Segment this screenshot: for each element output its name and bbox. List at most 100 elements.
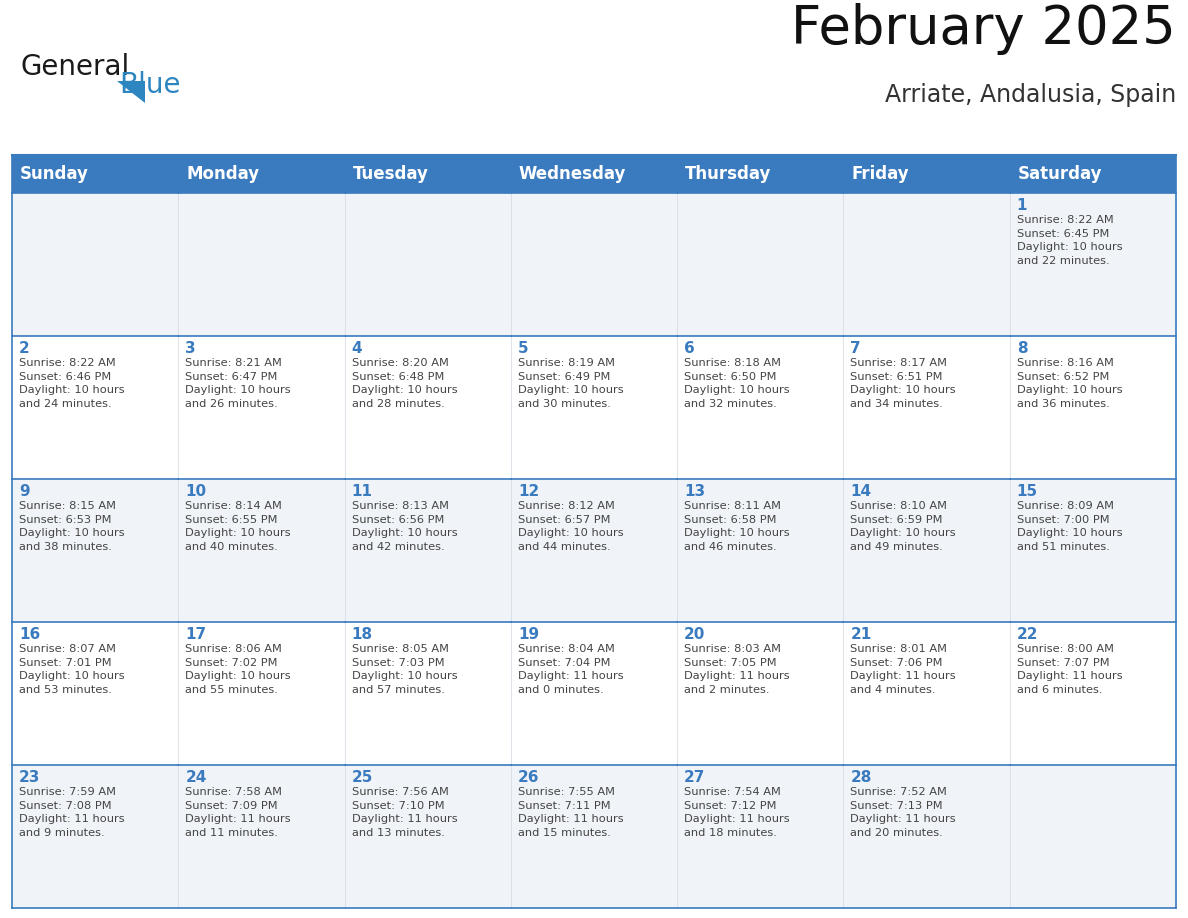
Text: February 2025: February 2025 [791, 3, 1176, 55]
Bar [843, 622, 1010, 765]
Text: Friday: Friday [852, 165, 909, 183]
Text: 9: 9 [19, 484, 30, 499]
Text: Sunrise: 8:21 AM
Sunset: 6:47 PM
Daylight: 10 hours
and 26 minutes.: Sunrise: 8:21 AM Sunset: 6:47 PM Dayligh… [185, 358, 291, 409]
Bar [178, 336, 345, 479]
Text: 24: 24 [185, 770, 207, 785]
Text: 10: 10 [185, 484, 207, 499]
Bar [345, 622, 511, 765]
Text: Sunrise: 7:54 AM
Sunset: 7:12 PM
Daylight: 11 hours
and 18 minutes.: Sunrise: 7:54 AM Sunset: 7:12 PM Dayligh… [684, 787, 790, 838]
Text: Sunrise: 8:18 AM
Sunset: 6:50 PM
Daylight: 10 hours
and 32 minutes.: Sunrise: 8:18 AM Sunset: 6:50 PM Dayligh… [684, 358, 790, 409]
Bar [677, 765, 843, 908]
Bar [12, 622, 178, 765]
Text: Sunday: Sunday [20, 165, 89, 183]
Text: General: General [20, 53, 129, 81]
Text: 12: 12 [518, 484, 539, 499]
Text: 3: 3 [185, 341, 196, 356]
Bar [345, 765, 511, 908]
Bar [1010, 193, 1176, 336]
Bar [12, 193, 178, 336]
Text: 13: 13 [684, 484, 706, 499]
Bar [511, 155, 677, 193]
Bar [12, 479, 178, 622]
Bar [178, 479, 345, 622]
Text: Sunrise: 8:22 AM
Sunset: 6:46 PM
Daylight: 10 hours
and 24 minutes.: Sunrise: 8:22 AM Sunset: 6:46 PM Dayligh… [19, 358, 125, 409]
Bar [677, 622, 843, 765]
Bar [843, 336, 1010, 479]
Text: Sunrise: 7:58 AM
Sunset: 7:09 PM
Daylight: 11 hours
and 11 minutes.: Sunrise: 7:58 AM Sunset: 7:09 PM Dayligh… [185, 787, 291, 838]
Text: 26: 26 [518, 770, 539, 785]
Bar [511, 765, 677, 908]
Bar [345, 155, 511, 193]
Text: 25: 25 [352, 770, 373, 785]
Bar [345, 336, 511, 479]
Text: Blue: Blue [119, 71, 181, 99]
Text: Sunrise: 8:20 AM
Sunset: 6:48 PM
Daylight: 10 hours
and 28 minutes.: Sunrise: 8:20 AM Sunset: 6:48 PM Dayligh… [352, 358, 457, 409]
Text: 14: 14 [851, 484, 872, 499]
Text: Tuesday: Tuesday [353, 165, 429, 183]
Bar [1010, 765, 1176, 908]
Bar [511, 193, 677, 336]
Polygon shape [116, 81, 145, 103]
Text: Wednesday: Wednesday [519, 165, 626, 183]
Bar [677, 155, 843, 193]
Bar [511, 336, 677, 479]
Text: 7: 7 [851, 341, 861, 356]
Text: Sunrise: 7:55 AM
Sunset: 7:11 PM
Daylight: 11 hours
and 15 minutes.: Sunrise: 7:55 AM Sunset: 7:11 PM Dayligh… [518, 787, 624, 838]
Text: Sunrise: 8:22 AM
Sunset: 6:45 PM
Daylight: 10 hours
and 22 minutes.: Sunrise: 8:22 AM Sunset: 6:45 PM Dayligh… [1017, 215, 1123, 266]
Text: Sunrise: 8:05 AM
Sunset: 7:03 PM
Daylight: 10 hours
and 57 minutes.: Sunrise: 8:05 AM Sunset: 7:03 PM Dayligh… [352, 644, 457, 695]
Text: Sunrise: 8:03 AM
Sunset: 7:05 PM
Daylight: 11 hours
and 2 minutes.: Sunrise: 8:03 AM Sunset: 7:05 PM Dayligh… [684, 644, 790, 695]
Bar [511, 622, 677, 765]
Bar [843, 193, 1010, 336]
Bar [345, 193, 511, 336]
Text: 4: 4 [352, 341, 362, 356]
Text: Sunrise: 8:01 AM
Sunset: 7:06 PM
Daylight: 11 hours
and 4 minutes.: Sunrise: 8:01 AM Sunset: 7:06 PM Dayligh… [851, 644, 956, 695]
Text: 27: 27 [684, 770, 706, 785]
Bar [345, 479, 511, 622]
Bar [12, 155, 178, 193]
Text: 2: 2 [19, 341, 30, 356]
Text: Sunrise: 8:11 AM
Sunset: 6:58 PM
Daylight: 10 hours
and 46 minutes.: Sunrise: 8:11 AM Sunset: 6:58 PM Dayligh… [684, 501, 790, 552]
Text: 23: 23 [19, 770, 40, 785]
Text: Sunrise: 8:13 AM
Sunset: 6:56 PM
Daylight: 10 hours
and 42 minutes.: Sunrise: 8:13 AM Sunset: 6:56 PM Dayligh… [352, 501, 457, 552]
Bar [1010, 479, 1176, 622]
Bar [12, 336, 178, 479]
Text: 8: 8 [1017, 341, 1028, 356]
Bar [843, 155, 1010, 193]
Text: Monday: Monday [187, 165, 259, 183]
Text: 19: 19 [518, 627, 539, 642]
Bar [1010, 336, 1176, 479]
Text: 1: 1 [1017, 198, 1028, 213]
Text: 22: 22 [1017, 627, 1038, 642]
Text: 20: 20 [684, 627, 706, 642]
Bar [178, 765, 345, 908]
Text: 11: 11 [352, 484, 373, 499]
Text: Sunrise: 8:14 AM
Sunset: 6:55 PM
Daylight: 10 hours
and 40 minutes.: Sunrise: 8:14 AM Sunset: 6:55 PM Dayligh… [185, 501, 291, 552]
Text: 21: 21 [851, 627, 872, 642]
Bar [178, 155, 345, 193]
Text: Arriate, Andalusia, Spain: Arriate, Andalusia, Spain [885, 83, 1176, 107]
Bar [1010, 155, 1176, 193]
Text: 18: 18 [352, 627, 373, 642]
Text: 16: 16 [19, 627, 40, 642]
Text: Sunrise: 7:59 AM
Sunset: 7:08 PM
Daylight: 11 hours
and 9 minutes.: Sunrise: 7:59 AM Sunset: 7:08 PM Dayligh… [19, 787, 125, 838]
Bar [178, 622, 345, 765]
Text: Sunrise: 8:00 AM
Sunset: 7:07 PM
Daylight: 11 hours
and 6 minutes.: Sunrise: 8:00 AM Sunset: 7:07 PM Dayligh… [1017, 644, 1123, 695]
Bar [843, 479, 1010, 622]
Bar [1010, 622, 1176, 765]
Text: Sunrise: 8:17 AM
Sunset: 6:51 PM
Daylight: 10 hours
and 34 minutes.: Sunrise: 8:17 AM Sunset: 6:51 PM Dayligh… [851, 358, 956, 409]
Text: 28: 28 [851, 770, 872, 785]
Text: Sunrise: 8:12 AM
Sunset: 6:57 PM
Daylight: 10 hours
and 44 minutes.: Sunrise: 8:12 AM Sunset: 6:57 PM Dayligh… [518, 501, 624, 552]
Text: 6: 6 [684, 341, 695, 356]
Text: Sunrise: 8:19 AM
Sunset: 6:49 PM
Daylight: 10 hours
and 30 minutes.: Sunrise: 8:19 AM Sunset: 6:49 PM Dayligh… [518, 358, 624, 409]
Bar [677, 479, 843, 622]
Text: 17: 17 [185, 627, 207, 642]
Bar [511, 479, 677, 622]
Text: Sunrise: 8:07 AM
Sunset: 7:01 PM
Daylight: 10 hours
and 53 minutes.: Sunrise: 8:07 AM Sunset: 7:01 PM Dayligh… [19, 644, 125, 695]
Text: Sunrise: 8:06 AM
Sunset: 7:02 PM
Daylight: 10 hours
and 55 minutes.: Sunrise: 8:06 AM Sunset: 7:02 PM Dayligh… [185, 644, 291, 695]
Bar [843, 765, 1010, 908]
Text: 5: 5 [518, 341, 529, 356]
Text: Sunrise: 8:10 AM
Sunset: 6:59 PM
Daylight: 10 hours
and 49 minutes.: Sunrise: 8:10 AM Sunset: 6:59 PM Dayligh… [851, 501, 956, 552]
Bar [677, 336, 843, 479]
Text: Sunrise: 7:56 AM
Sunset: 7:10 PM
Daylight: 11 hours
and 13 minutes.: Sunrise: 7:56 AM Sunset: 7:10 PM Dayligh… [352, 787, 457, 838]
Text: Sunrise: 7:52 AM
Sunset: 7:13 PM
Daylight: 11 hours
and 20 minutes.: Sunrise: 7:52 AM Sunset: 7:13 PM Dayligh… [851, 787, 956, 838]
